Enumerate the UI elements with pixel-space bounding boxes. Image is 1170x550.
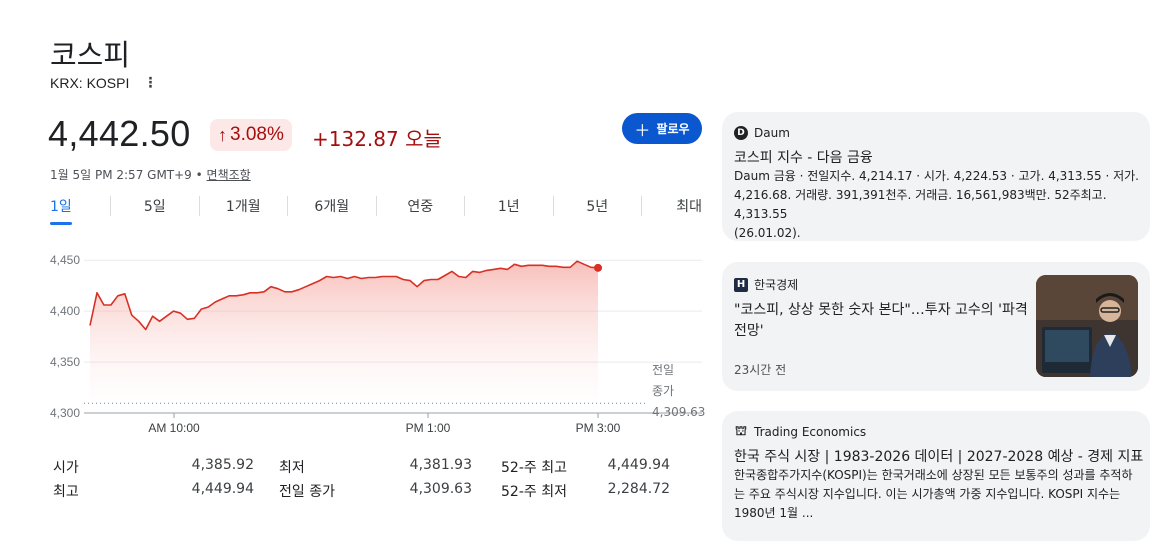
percent-change-badge: ↑ 3.08%	[210, 119, 292, 151]
area-fill	[90, 261, 598, 404]
news-source: H 한국경제	[734, 276, 798, 293]
previous-close-label: 4,309.63	[652, 405, 705, 419]
tab-divider	[198, 196, 200, 216]
follow-button[interactable]: ＋ 팔로우	[622, 113, 702, 144]
stats-table: 시가 4,385.92 최저 4,381.93 52-주 최고 4,449.94…	[50, 455, 702, 503]
ticker-row: KRX: KOSPI ⋮	[50, 74, 159, 91]
y-tick-label: 4,350	[50, 355, 80, 369]
y-tick-label: 4,400	[50, 304, 80, 318]
stat-value: 4,381.93	[409, 457, 472, 473]
more-options-icon[interactable]: ⋮	[143, 74, 158, 90]
tab-1y[interactable]: 1년	[497, 199, 520, 215]
news-headline[interactable]: "코스피, 상상 못한 숫자 본다"…투자 고수의 '파격 전망'	[734, 300, 1028, 342]
tab-1m[interactable]: 1개월	[225, 199, 261, 215]
news-snippet: 한국종합주가지수(KOSPI)는 한국거래소에 상장된 모든 보통주의 성과를 …	[734, 466, 1133, 523]
news-time: 23시간 전	[734, 363, 787, 377]
stat-label: 52-주 최저	[501, 484, 567, 500]
stat-open: 시가 4,385.92	[50, 457, 276, 477]
snippet-line: (26.01.02).	[734, 226, 801, 240]
stat-value: 2,284.72	[607, 481, 670, 497]
x-tick-label: AM 10:00	[148, 421, 200, 435]
news-source-name: Daum	[754, 126, 790, 140]
stat-low: 최저 4,381.93	[276, 457, 498, 477]
stat-label: 전일 종가	[279, 484, 335, 500]
stat-label: 시가	[53, 460, 79, 476]
quote-timestamp-row: 1월 5일 PM 2:57 GMT+9 • 면책조항	[50, 166, 251, 183]
disclaimer-link[interactable]: 면책조항	[206, 168, 251, 182]
stat-value: 4,449.94	[191, 481, 254, 497]
news-headline[interactable]: 한국 주식 시장 | 1983-2026 데이터 | 2027-2028 예상 …	[734, 449, 1144, 465]
tab-5d[interactable]: 5일	[143, 199, 166, 215]
tab-divider	[552, 196, 554, 216]
stat-label: 52-주 최고	[501, 460, 567, 476]
news-source-name: Trading Economics	[754, 425, 867, 439]
percent-change-value: 3.08%	[230, 124, 284, 145]
trading-economics-logo-icon: ⛫	[735, 423, 747, 439]
stat-label: 최고	[53, 484, 79, 500]
headline-line: "코스피, 상상 못한 숫자 본다"…투자 고수의 '파격	[734, 302, 1028, 318]
tab-5y[interactable]: 5년	[586, 199, 609, 215]
tab-divider	[375, 196, 377, 216]
news-source: ⛫ Trading Economics	[734, 423, 867, 440]
previous-close-label: 종가	[652, 384, 674, 398]
previous-close-label: 전일	[652, 363, 674, 377]
stat-52w-low: 52-주 최저 2,284.72	[498, 481, 702, 501]
range-tabs: 1일 5일 1개월 6개월 연중 1년 5년 최대	[50, 196, 702, 225]
tab-max[interactable]: 최대	[676, 199, 702, 215]
tab-6m[interactable]: 6개월	[314, 199, 350, 215]
price-line	[89, 260, 599, 331]
news-source-name: 한국경제	[754, 278, 799, 292]
tab-divider	[464, 196, 465, 216]
stat-value: 4,385.92	[191, 457, 254, 473]
stat-high: 최고 4,449.94	[50, 481, 276, 501]
tab-divider	[110, 196, 111, 216]
stat-prev-close: 전일 종가 4,309.63	[276, 481, 498, 501]
daum-logo-icon: D	[734, 126, 748, 140]
x-tick-label: PM 3:00	[576, 421, 621, 435]
y-tick-label: 4,450	[50, 253, 80, 267]
current-price: 4,442.50	[48, 113, 191, 154]
tab-divider	[287, 196, 288, 216]
absolute-change: +132.87 오늘	[312, 127, 442, 151]
news-headline[interactable]: 코스피 지수 - 다음 금융	[734, 150, 873, 166]
page-title: 코스피	[50, 38, 131, 72]
follow-button-label: 팔로우	[656, 122, 690, 136]
news-card[interactable]: D Daum 코스피 지수 - 다음 금융 Daum 금융 · 전일지수. 4,…	[722, 112, 1150, 241]
snippet-line: Daum 금융 · 전일지수. 4,214.17 · 시가. 4,224.53 …	[734, 169, 1139, 183]
x-tick-label: PM 1:00	[406, 421, 451, 435]
headline-line: 전망'	[734, 323, 764, 339]
news-card[interactable]: ⛫ Trading Economics 한국 주식 시장 | 1983-2026…	[722, 411, 1150, 541]
stat-value: 4,309.63	[409, 481, 472, 497]
news-snippet: Daum 금융 · 전일지수. 4,214.17 · 시가. 4,224.53 …	[734, 167, 1150, 243]
stats-row: 최고 4,449.94 전일 종가 4,309.63 52-주 최저 2,284…	[50, 479, 702, 503]
stat-52w-high: 52-주 최고 4,449.94	[498, 457, 702, 477]
snippet-line: 한국종합주가지수(KOSPI)는 한국거래소에 상장된 모든 보통주의 성과를 …	[734, 468, 1133, 482]
stats-row: 시가 4,385.92 최저 4,381.93 52-주 최고 4,449.94	[50, 455, 702, 479]
news-thumbnail-image[interactable]	[1036, 275, 1138, 377]
tab-ytd[interactable]: 연중	[407, 199, 434, 215]
plus-icon: ＋	[634, 120, 651, 140]
arrow-up-icon: ↑	[218, 124, 227, 145]
y-tick-label: 4,300	[50, 406, 80, 420]
ticker-symbol: KRX: KOSPI	[50, 74, 130, 91]
snippet-line: 1980년 1월 ...	[734, 506, 814, 520]
news-source: D Daum	[734, 126, 790, 140]
tab-divider	[641, 196, 642, 216]
stat-value: 4,449.94	[607, 457, 670, 473]
hankyung-logo-icon: H	[734, 277, 748, 292]
snippet-line: 는 주요 주식시장 지수입니다. 이는 시가총액 가중 지수입니다. KOSPI…	[734, 487, 1121, 501]
news-card[interactable]: H 한국경제 "코스피, 상상 못한 숫자 본다"…투자 고수의 '파격 전망'…	[722, 262, 1150, 391]
quote-timestamp: 1월 5일 PM 2:57 GMT+9 •	[50, 168, 203, 182]
tab-1d[interactable]: 1일	[50, 196, 110, 225]
stat-label: 최저	[279, 460, 305, 476]
thumbnail-illustration	[1036, 275, 1138, 377]
snippet-line: 4,216.68. 거래량. 391,391천주. 거래금. 16,561,98…	[734, 188, 1107, 221]
last-price-dot	[594, 263, 602, 272]
